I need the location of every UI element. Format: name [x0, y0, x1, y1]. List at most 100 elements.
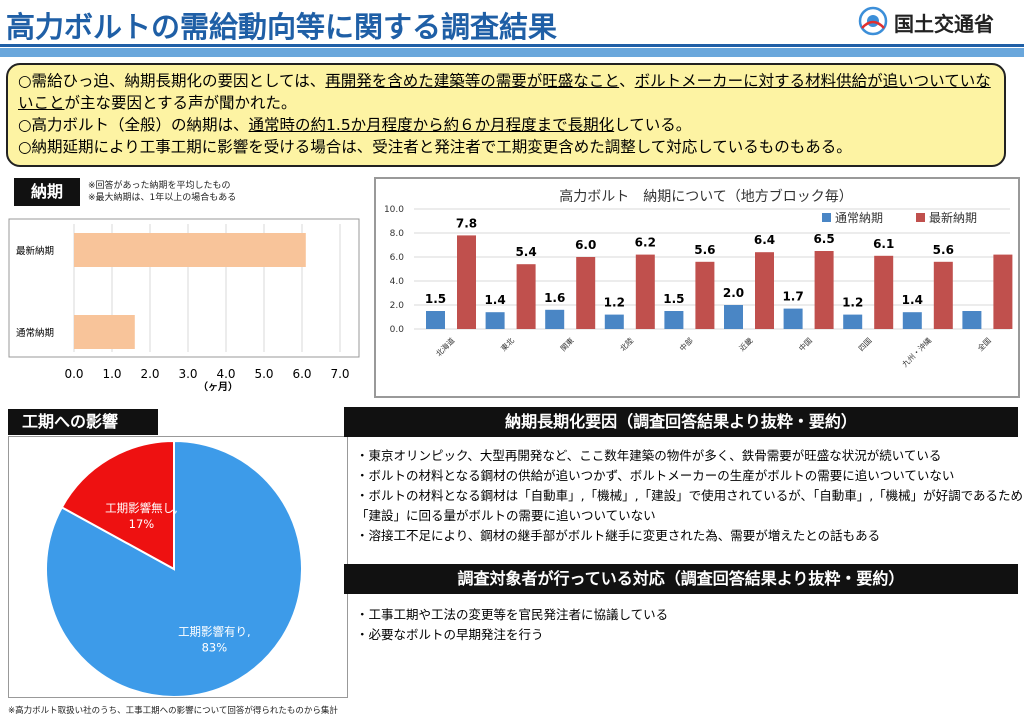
regional-bar-chart: 高力ボルト 納期について（地方ブロック毎） 0.0 2.0 4.0 6.0 8.0 10.…	[384, 188, 1013, 369]
x-tick-label: 6.0	[292, 367, 311, 381]
series-bar	[545, 309, 565, 329]
slice-percent: 17%	[129, 517, 155, 531]
summary-line-2: ○高力ボルト（全般）の納期は、通常時の約1.5か月程度から約６か月程度まで長期化…	[18, 116, 692, 134]
list-item: ・ボルトの材料となる鋼材は「自動車」,「機械」,「建設」で使用されているが、「自…	[356, 488, 1024, 523]
data-label: 6.5	[813, 232, 834, 246]
page-title: 高力ボルトの需給動向等に関する調査結果	[6, 10, 558, 44]
lead-time-bar	[74, 233, 306, 267]
data-label: 1.5	[663, 292, 684, 306]
category-label: 東北	[498, 335, 516, 353]
data-label: 2.0	[723, 286, 744, 300]
data-label: 5.6	[933, 243, 954, 257]
x-tick-label: 7.0	[330, 367, 349, 381]
category-label: 通常納期	[16, 327, 54, 339]
slice-label: 工期影響有り,	[178, 624, 251, 638]
response-header: 調査対象者が行っている対応（調査回答結果より抜粋・要約）	[344, 564, 1018, 594]
series-bar	[814, 251, 834, 329]
data-label: 6.2	[635, 236, 656, 250]
list-item: ・溶接工不足により、鋼材の継手部がボルト継手に変更された為、需要が増えたとの話も…	[356, 528, 881, 543]
data-label: 1.7	[782, 290, 803, 304]
category-label: 九州・沖縄	[900, 335, 934, 369]
lead-time-chart-panel: 最新納期 通常納期 0.0 1.0 2.0 3.0 4.0 5.0 6.0 7.0 （ヶ月）	[8, 218, 363, 588]
series-bar	[724, 305, 743, 329]
series-bar	[783, 308, 803, 329]
schedule-impact-pie-chart: 工期影響有り, 83% 工期影響無し, 17%	[45, 439, 303, 698]
category-label: 全国	[975, 335, 993, 353]
data-label: 7.8	[456, 216, 477, 230]
series-bar	[426, 311, 445, 329]
series-bar	[485, 312, 505, 329]
x-tick-label: 0.0	[64, 367, 83, 381]
lead-time-bar	[74, 315, 135, 349]
summary-box: ○需給ひっ迫、納期長期化の要因としては、再開発を含めた建築等の需要が旺盛なこと、…	[6, 63, 1006, 167]
koki-label: 工期への影響	[8, 409, 158, 435]
data-label: 1.2	[604, 296, 625, 310]
noki-note-2: ※最大納期は、1年以上の場合もある	[88, 193, 237, 203]
data-label: 6.0	[575, 238, 596, 252]
y-tick-label: 8.0	[390, 229, 405, 239]
data-label: 1.4	[902, 293, 923, 307]
series-bar	[604, 314, 624, 329]
legend-swatch	[822, 213, 831, 222]
category-label: 関東	[558, 335, 576, 353]
y-tick-label: 4.0	[390, 277, 405, 287]
series-bar	[457, 235, 476, 329]
data-label: 1.5	[425, 292, 446, 306]
series-bar	[933, 261, 953, 329]
koki-note: ※高力ボルト取扱い社のうち、工事工期への影響について回答が得られたものから集計	[8, 706, 338, 716]
list-item: ・必要なボルトの早期発注を行う	[356, 627, 544, 642]
schedule-impact-panel: 工期影響有り, 83% 工期影響無し, 17%	[8, 436, 348, 698]
series-bar	[902, 312, 922, 329]
data-label: 6.1	[873, 237, 894, 251]
y-tick-label: 6.0	[390, 253, 405, 263]
series-bar	[874, 255, 894, 329]
category-label: 最新納期	[16, 245, 54, 257]
data-label: 6.4	[754, 233, 775, 247]
response-list: ・工事工期や工法の変更等を官民発注者に協議している ・必要なボルトの早期発注を行…	[356, 605, 1016, 645]
series-bar	[516, 264, 536, 329]
y-tick-label: 10.0	[384, 205, 404, 215]
legend-label: 通常納期	[835, 211, 883, 225]
y-tick-label: 2.0	[390, 301, 405, 311]
legend-swatch	[916, 213, 925, 222]
list-item: ・ボルトの材料となる鋼材の供給が追いつかず、ボルトメーカーの生産がボルトの需要に…	[356, 468, 955, 483]
regional-chart-panel: 高力ボルト 納期について（地方ブロック毎） 0.0 2.0 4.0 6.0 8.0 10.…	[374, 177, 1020, 398]
causes-list: ・東京オリンピック、大型再開発など、ここ数年建築の物件が多く、鉄骨需要が旺盛な状…	[356, 446, 1024, 546]
slice-percent: 83%	[202, 640, 228, 654]
series-bar	[635, 254, 655, 329]
data-label: 1.6	[544, 291, 565, 305]
summary-line-1: ○需給ひっ迫、納期長期化の要因としては、再開発を含めた建築等の需要が旺盛なこと、…	[18, 72, 991, 112]
slice-label: 工期影響無し,	[105, 501, 178, 515]
x-tick-label: 1.0	[102, 367, 121, 381]
category-label: 中国	[796, 335, 814, 353]
series-bar	[576, 257, 596, 329]
noki-label: 納期	[14, 178, 80, 206]
list-item: ・工事工期や工法の変更等を官民発注者に協議している	[356, 607, 669, 622]
x-tick-label: 3.0	[178, 367, 197, 381]
category-label: 近畿	[737, 335, 755, 353]
data-label: 1.4	[484, 293, 505, 307]
category-label: 北海道	[433, 335, 456, 358]
x-axis-label: （ヶ月）	[198, 380, 238, 393]
series-bar	[843, 314, 863, 329]
data-label: 5.6	[694, 243, 715, 257]
category-label: 四国	[857, 336, 874, 353]
series-bar	[664, 311, 684, 329]
series-bar	[695, 261, 715, 329]
chart-title: 高力ボルト 納期について（地方ブロック毎）	[559, 188, 853, 205]
series-bar	[993, 254, 1013, 329]
legend-label: 最新納期	[929, 210, 977, 225]
data-label: 1.2	[842, 296, 863, 310]
ministry-name: 国土交通省	[894, 12, 994, 36]
pie-slice	[60, 439, 175, 571]
noki-note-1: ※回答があった納期を平均したもの	[88, 181, 231, 191]
x-tick-label: 4.0	[216, 367, 235, 381]
causes-header: 納期長期化要因（調査回答結果より抜粋・要約）	[344, 407, 1018, 437]
ministry-logo: 国土交通省	[858, 4, 1018, 38]
noki-notes: ※回答があった納期を平均したもの ※最大納期は、1年以上の場合もある	[88, 180, 236, 204]
x-tick-label: 2.0	[140, 367, 159, 381]
category-label: 北陸	[618, 335, 636, 353]
summary-line-3: ○納期延期により工事工期に影響を受ける場合は、受注者と発注者で工期変更含めた調整…	[18, 138, 852, 156]
series-bar	[962, 311, 982, 329]
mlit-emblem-icon	[858, 6, 888, 36]
